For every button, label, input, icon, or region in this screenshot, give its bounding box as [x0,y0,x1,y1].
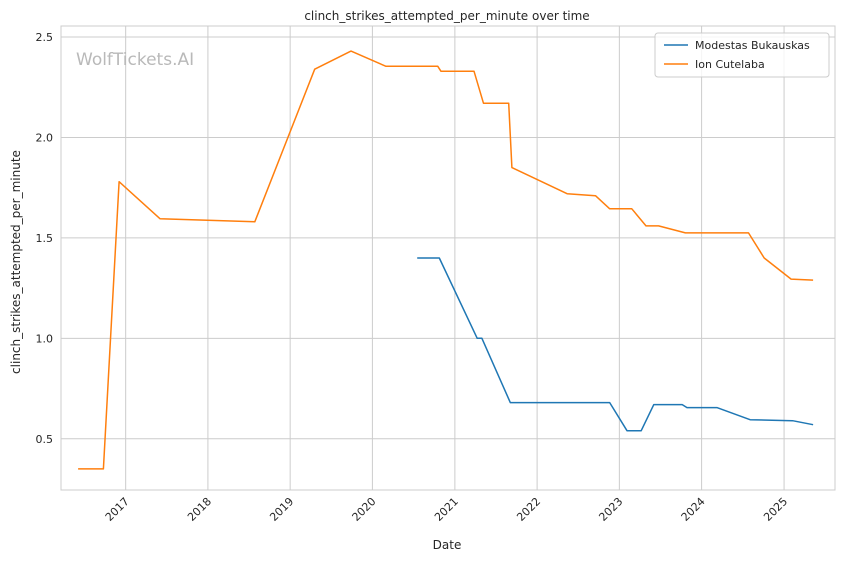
chart-title: clinch_strikes_attempted_per_minute over… [304,9,589,23]
x-axis-label: Date [433,538,462,552]
y-tick-label: 2.5 [36,31,54,44]
legend-box [654,32,830,78]
legend-label-modestas-bukauskas: Modestas Bukauskas [695,39,810,52]
y-tick-label: 2.0 [36,131,54,144]
watermark-text: WolfTickets.AI [76,50,194,70]
y-tick-label: 1.5 [36,232,54,245]
plot-area-frame [60,25,836,491]
y-tick-label: 0.5 [36,433,54,446]
series-line-modestas-bukauskas [417,257,814,432]
y-axis-ticks: 0.5 1.0 1.5 2.0 2.5 [36,31,54,446]
grid-lines [61,26,835,490]
legend-label-ion-cutelaba: Ion Cutelaba [695,58,765,71]
y-tick-label: 1.0 [36,332,54,345]
legend: Modestas Bukauskas Ion Cutelaba [654,32,830,78]
series-line-ion-cutelaba [78,50,814,470]
y-axis-label: clinch_strikes_attempted_per_minute [9,150,23,374]
series-lines [78,50,814,470]
